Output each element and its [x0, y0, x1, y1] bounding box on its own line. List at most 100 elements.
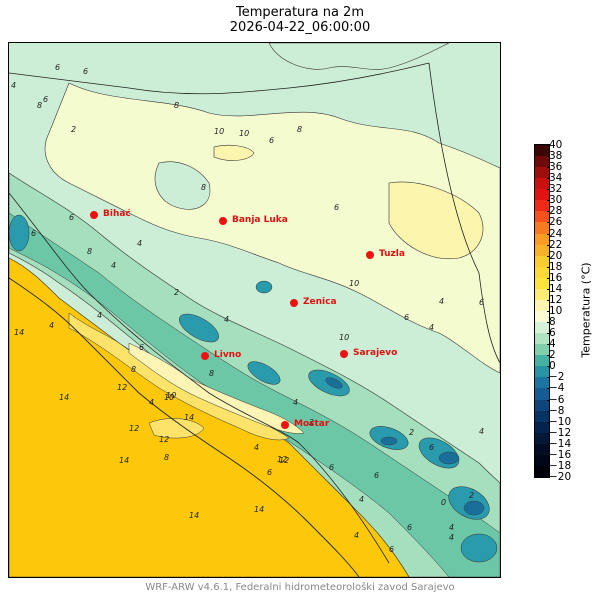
colorbar-tick-label: 34: [546, 172, 563, 185]
city-dot: [201, 352, 209, 360]
contour-value-label: 2: [71, 125, 77, 134]
colorbar-tick-label: −12: [546, 426, 572, 439]
colorbar-cell: [535, 189, 549, 201]
contour-value-label: 6: [139, 343, 145, 352]
contour-value-label: 6: [479, 298, 485, 307]
contour-value-label: 10: [239, 129, 250, 138]
contour-value-label: 2: [409, 428, 415, 437]
colorbar: [534, 144, 550, 478]
city-label: Bihać: [103, 209, 131, 219]
colorbar-tick-label: 6: [547, 327, 556, 340]
contour-value-label: 4: [254, 443, 260, 452]
colorbar-label: Temperatura (°C): [579, 262, 593, 358]
contour-value-label: 8: [201, 183, 207, 192]
colorbar-tick-label: 22: [546, 238, 563, 251]
colorbar-cell: [535, 344, 549, 356]
colorbar-cell: [535, 266, 549, 279]
colorbar-tick-label: −20: [546, 471, 572, 483]
colorbar-cell: [535, 211, 549, 223]
contour-value-label: 4: [137, 239, 143, 248]
city-dot: [340, 350, 348, 358]
contour-value-label: 6: [267, 468, 273, 477]
colorbar-tick-label: 8: [547, 316, 556, 329]
colorbar-tick-label: 10: [546, 305, 563, 317]
contour-value-label: 6: [404, 313, 410, 322]
contour-value-label: 8: [87, 247, 93, 256]
colorbar-tick-label: 20: [546, 249, 563, 262]
colorbar-cell: [535, 465, 549, 478]
contour-value-label: 12: [277, 455, 288, 464]
colorbar-cell: [535, 311, 549, 323]
contour-value-label: 2: [309, 418, 315, 427]
map-title: Temperatura na 2m: [235, 5, 364, 20]
colorbar-cell: [535, 421, 549, 434]
contour-value-label: 4: [439, 297, 445, 306]
contour-value-label: 12: [129, 424, 140, 433]
field-10-12: [388, 181, 484, 260]
colorbar-tick-label: −16: [546, 448, 572, 461]
contour-value-label: 14: [184, 413, 195, 422]
colorbar-tick-label: 2: [547, 349, 556, 362]
colorbar-cell: [535, 432, 549, 445]
contour-value-label: 4: [224, 315, 230, 324]
colorbar-tick-label: 12: [546, 293, 563, 306]
contour-value-label: 10: [214, 127, 225, 136]
contour-value-label: 12: [159, 435, 170, 444]
contour-value-label: 8: [297, 125, 303, 134]
colorbar-cell: [535, 277, 549, 290]
contour-value-label: 4: [449, 533, 455, 542]
colorbar-tick-label: 38: [546, 150, 563, 163]
contour-value-label: 0: [441, 498, 447, 507]
contour-value-label: 10: [164, 393, 175, 402]
colorbar-tick-label: 14: [546, 282, 563, 295]
colorbar-cell: [535, 366, 549, 378]
country-border: [9, 62, 500, 564]
colorbar-tick-label: 30: [546, 194, 563, 207]
city-dot: [290, 299, 298, 307]
colorbar-cell: [535, 200, 549, 212]
contour-value-label: 12: [279, 456, 290, 465]
contour-value-label: 4: [359, 495, 365, 504]
coastline: [9, 277, 360, 577]
city-label: Banja Luka: [232, 215, 288, 225]
city-dot: [219, 217, 227, 225]
contour-value-label: 14: [189, 511, 200, 520]
contour-value-label: 8: [131, 365, 137, 374]
colorbar-cell: [535, 388, 549, 401]
contour-value-label: 8: [164, 453, 170, 462]
contour-value-label: 4: [354, 531, 360, 540]
contour-value-label: 6: [429, 443, 435, 452]
colorbar-tick-label: −10: [546, 415, 572, 428]
colorbar-cell: [535, 333, 549, 345]
contour-value-label: 4: [11, 81, 17, 90]
contour-value-label: 10: [349, 279, 360, 288]
colorbar-cell: [535, 244, 549, 257]
contour-value-label: 8: [209, 369, 215, 378]
contour-value-label: 4: [49, 321, 55, 330]
contour-value-label: 14: [119, 456, 130, 465]
contour-value-label: 6: [269, 136, 275, 145]
field-north-green: [268, 43, 450, 70]
colorbar-cell: [535, 454, 549, 467]
contour-value-label: 10: [339, 333, 350, 342]
contour-value-label: 4: [149, 398, 155, 407]
colorbar-cell: [535, 167, 549, 179]
colorbar-cell: [535, 288, 549, 301]
contour-value-label: 4: [479, 427, 485, 436]
map-valid-time: 2026-04-22_06:00:00: [229, 20, 371, 35]
field-minus2-0: [325, 377, 485, 516]
colorbar-cell: [535, 299, 549, 312]
contour-value-label: 6: [329, 463, 335, 472]
temperature-field: [9, 43, 500, 577]
contour-value-label: 4: [111, 261, 117, 270]
city-dot: [90, 211, 98, 219]
field-8-10: [44, 82, 500, 374]
city-label: Mostar: [294, 419, 330, 429]
colorbar-cell: [535, 410, 549, 423]
colorbar-tick-label: −6: [546, 393, 565, 406]
colorbar-tick-label: 24: [546, 227, 563, 240]
city-label: Tuzla: [379, 249, 405, 259]
colorbar-tick-label: −2: [546, 371, 565, 384]
contour-value-label: 6: [43, 95, 49, 104]
colorbar-cell: [535, 145, 549, 157]
